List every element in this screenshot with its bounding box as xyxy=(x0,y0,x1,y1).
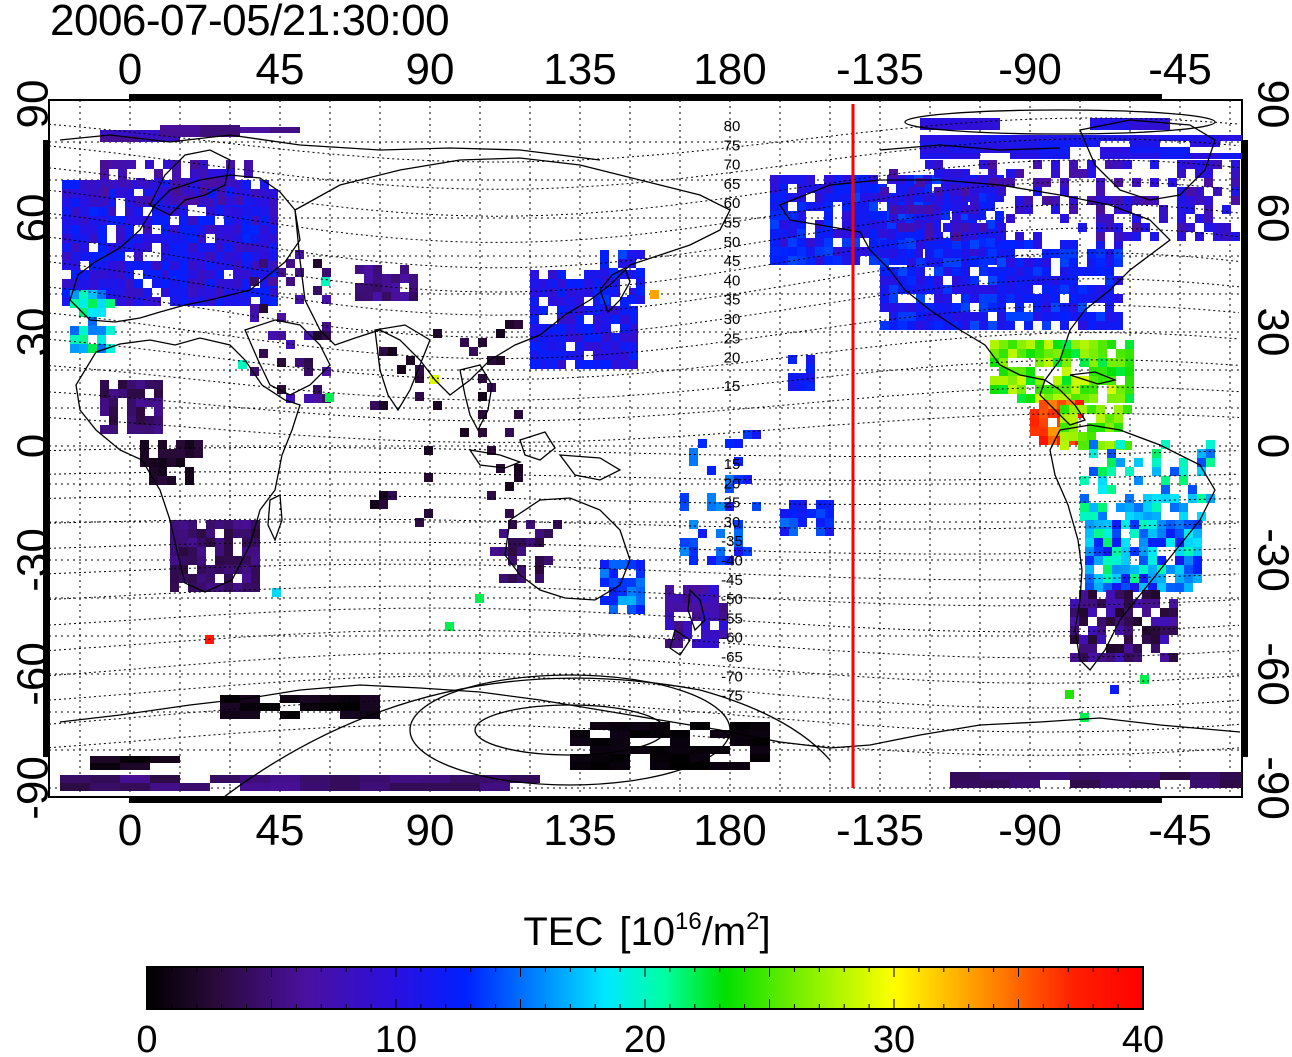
axis-ticks xyxy=(43,94,1248,803)
axis-labels: 0045459090135135180180-135-135-90-90-45-… xyxy=(9,45,1292,855)
colorbar-tick-label: 20 xyxy=(624,1019,666,1057)
lat-tick-label-left: -30 xyxy=(9,528,58,592)
timestamp-title: 2006-07-05/21:30:00 xyxy=(50,0,450,45)
lat-tick-label-right: 90 xyxy=(1248,80,1292,129)
lon-tick-label-bottom: 135 xyxy=(543,806,616,855)
lon-tick-label-top: 0 xyxy=(118,45,142,94)
colorbar-tick-label: 10 xyxy=(375,1019,417,1057)
lon-tick-label-bottom: -45 xyxy=(1148,806,1212,855)
colorbar-tick-label: 30 xyxy=(873,1019,915,1057)
lon-tick-label-top: -90 xyxy=(998,45,1062,94)
contour-label: 35 xyxy=(724,292,741,309)
magnetic-contours xyxy=(49,117,1240,756)
lat-tick-label-right: 0 xyxy=(1248,434,1292,458)
colorbar-unit-suffix: ] xyxy=(759,910,770,954)
bottom-frame-bar xyxy=(129,797,1162,803)
lon-tick-label-bottom: 90 xyxy=(406,806,455,855)
lat-tick-label-right: 60 xyxy=(1248,194,1292,243)
contour-label: 15 xyxy=(724,456,741,473)
left-frame-bar xyxy=(43,140,49,757)
colorbar-unit-prefix: [10 xyxy=(619,910,675,954)
contour-label: 60 xyxy=(724,195,741,212)
lon-tick-label-top: 45 xyxy=(256,45,305,94)
contour-label: 70 xyxy=(724,157,741,174)
top-frame-bar xyxy=(129,94,1162,100)
contour-label: 20 xyxy=(724,475,741,492)
colorbar-tick-label: 40 xyxy=(1122,1019,1164,1057)
lat-tick-label-left: 90 xyxy=(9,80,58,129)
lon-tick-label-bottom: -135 xyxy=(836,806,924,855)
colorbar-title: TEC [1016/m2] xyxy=(523,908,770,954)
contour-label: 75 xyxy=(724,137,741,154)
contour-label: -45 xyxy=(721,572,743,589)
contour-label: -50 xyxy=(721,591,743,608)
coastline xyxy=(59,119,1241,749)
contour-label: 20 xyxy=(724,350,741,367)
contour-label: -65 xyxy=(721,649,743,666)
lat-tick-label-left: 30 xyxy=(9,308,58,357)
contour-label: -35 xyxy=(721,533,743,550)
lon-tick-label-top: -135 xyxy=(836,45,924,94)
lon-tick-label-top: -45 xyxy=(1148,45,1212,94)
lat-tick-label-left: -60 xyxy=(9,642,58,706)
lat-tick-label-left: 0 xyxy=(9,434,58,458)
contour-label: 30 xyxy=(724,311,741,328)
lat-tick-label-right: -90 xyxy=(1248,756,1292,820)
contour-label: -60 xyxy=(721,630,743,647)
contour-label: 50 xyxy=(724,234,741,251)
contour-label: -40 xyxy=(721,553,743,570)
contour-label: 80 xyxy=(724,118,741,135)
colorbar-tick-label: 0 xyxy=(136,1019,157,1057)
lon-tick-label-top: 90 xyxy=(406,45,455,94)
colorbar-ticks: 0 10 20 30 40 xyxy=(136,967,1164,1057)
lon-tick-label-bottom: 180 xyxy=(693,806,766,855)
lat-tick-label-left: 60 xyxy=(9,194,58,243)
contour-label: 65 xyxy=(724,176,741,193)
lon-tick-label-bottom: 0 xyxy=(118,806,142,855)
lon-tick-label-bottom: 45 xyxy=(256,806,305,855)
contour-label: 45 xyxy=(724,253,741,270)
contour-label: 40 xyxy=(724,272,741,289)
contour-label: -70 xyxy=(721,668,743,685)
colorbar-unit-exp1: 16 xyxy=(675,908,702,935)
right-frame-bar xyxy=(1242,140,1248,757)
colorbar-title-text: TEC xyxy=(523,910,603,954)
contour-label: -75 xyxy=(721,688,743,705)
contour-label: 30 xyxy=(724,514,741,531)
contour-labels: 80 75 70 65 60 55 50 45 40 35 30 25 20 15 15 20 25 30 -35 -… xyxy=(721,118,743,705)
lon-tick-label-bottom: -90 xyxy=(998,806,1062,855)
contour-label: 25 xyxy=(724,495,741,512)
contour-label: 55 xyxy=(724,215,741,232)
lon-tick-label-top: 135 xyxy=(543,45,616,94)
lat-tick-label-right: -30 xyxy=(1248,528,1292,592)
contour-label: 15 xyxy=(724,378,741,395)
lat-tick-label-left: -90 xyxy=(9,756,58,820)
colorbar-unit-exp2: 2 xyxy=(746,908,759,935)
contour-label: 25 xyxy=(724,330,741,347)
lon-tick-label-top: 180 xyxy=(693,45,766,94)
contour-label: -55 xyxy=(721,610,743,627)
colorbar-unit-mid: /m xyxy=(702,910,746,954)
lat-tick-label-right: -60 xyxy=(1248,642,1292,706)
lat-tick-label-right: 30 xyxy=(1248,308,1292,357)
tec-data-cells xyxy=(60,118,1242,791)
solid-contours xyxy=(222,109,1216,797)
